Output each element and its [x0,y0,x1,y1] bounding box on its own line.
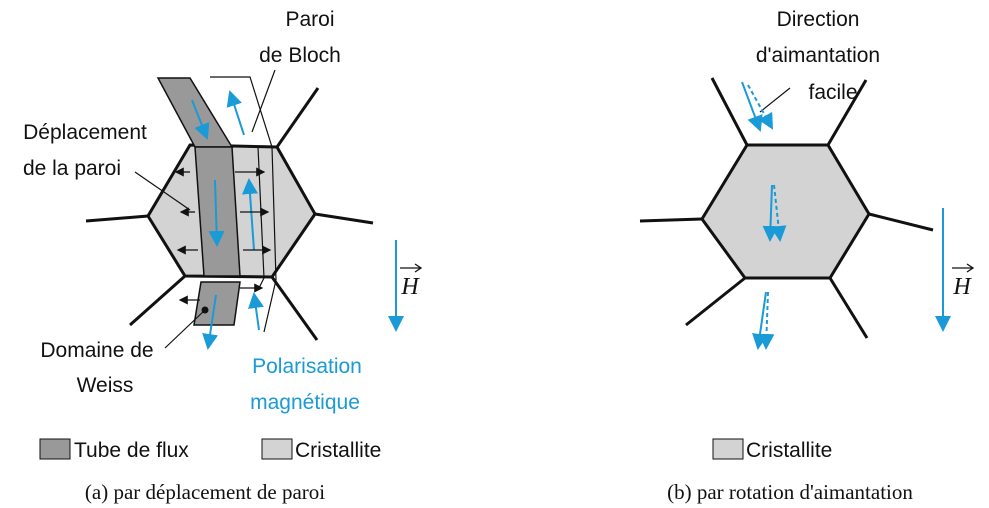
legend-label: Tube de flux [74,439,189,462]
legend-label: Cristallite [746,439,832,462]
polarisation-arrows [191,90,404,350]
field-label: H [952,274,972,300]
vector-arrow [952,263,975,273]
flux-tube [156,77,241,326]
label: Polarisation [252,355,362,378]
legend-swatch [712,438,744,460]
legend-swatch [39,438,71,460]
label: magnétique [250,391,360,414]
field-label: H [400,274,420,300]
wall-displacement-arrows [174,167,272,305]
label: de la paroi [23,157,121,180]
dot [201,306,209,314]
caption: (b) par rotation d'aimantation [667,480,913,504]
crystallite [700,143,871,280]
caption: (a) par déplacement de paroi [85,480,325,504]
label: de Bloch [259,44,341,67]
label: Déplacement [23,121,147,144]
label: facile [808,81,857,104]
legend-swatch [261,438,293,460]
label: d'aimantation [756,44,880,67]
legend-label: Cristallite [295,439,381,462]
magnetisation-arrows [741,81,951,350]
panel-b [639,77,934,339]
label: Domaine de [40,339,153,362]
label: Direction [777,8,860,31]
label: Paroi [285,8,334,31]
vector-arrow [400,263,423,273]
label: Weiss [77,374,134,397]
